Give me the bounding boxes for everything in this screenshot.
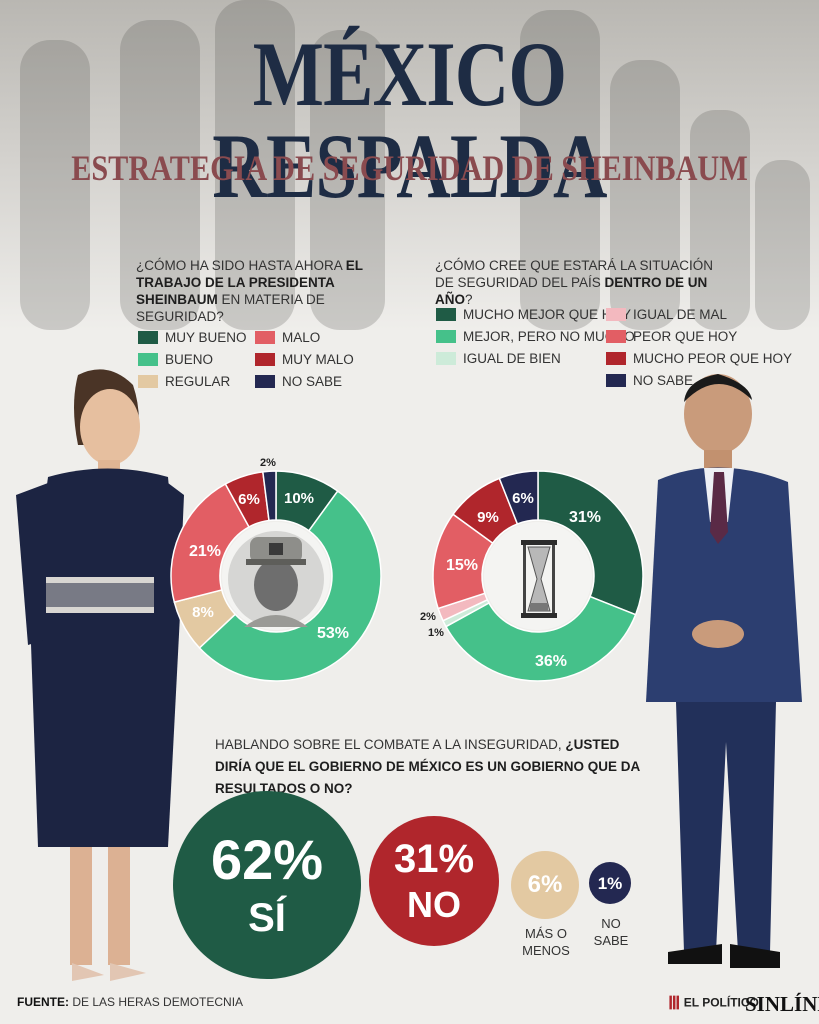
legend-label: PEOR QUE HOY	[633, 329, 738, 344]
donut-label: 1%	[428, 627, 444, 639]
legend-2-item: MUCHO MEJOR QUE HOY	[436, 307, 631, 322]
donut-slice-no-sabe	[498, 470, 539, 525]
bubble-si-value: 62%	[210, 828, 324, 891]
donut-slice-malo	[170, 482, 251, 604]
elpolitico-logo-text: EL POLÍTICO	[683, 995, 759, 1010]
donut-chart-trabajo: 10% 53% 8% 21% 6% 2%	[170, 457, 382, 682]
donut-label: 6%	[512, 490, 534, 507]
legend-2-item: NO SABE	[606, 373, 693, 388]
donut-label: 2%	[260, 457, 276, 469]
legend-label: IGUAL DE BIEN	[463, 351, 561, 366]
legend-swatch	[255, 375, 275, 388]
legend-label: MUCHO MEJOR QUE HOY	[463, 307, 632, 322]
bubble-no: 31% NO	[369, 816, 499, 946]
legend-swatch	[436, 330, 456, 343]
question-2-post: ?	[465, 292, 473, 307]
legend-swatch	[255, 353, 275, 366]
bubble-no-sabe-value: 1%	[597, 873, 623, 893]
legend-swatch	[606, 352, 626, 365]
legend-1-item: BUENO	[138, 352, 213, 367]
bubble-no-sabe-label: NO SABE	[593, 916, 629, 948]
legend-swatch	[138, 331, 158, 344]
question-1-post: EN MATERIA DE SEGURIDAD?	[136, 292, 325, 324]
legend-label: MUY MALO	[282, 352, 354, 367]
legend-2-item: MEJOR, PERO NO MUCHO	[436, 329, 635, 344]
question-2-pre: ¿CÓMO CREE QUE ESTARÁ LA SITUACIÓN DE SE…	[435, 258, 714, 290]
header-background	[0, 0, 819, 330]
legend-label: MUY BUENO	[165, 330, 247, 345]
soldier-photo	[228, 531, 324, 627]
question-1-pre: ¿CÓMO HA SIDO HASTA AHORA	[136, 258, 346, 273]
legend-swatch	[606, 330, 626, 343]
legend-1-item: REGULAR	[138, 374, 230, 389]
donut-slice-mucho-mejor-que-hoy	[537, 470, 644, 616]
legend-2-item: IGUAL DE MAL	[606, 307, 727, 322]
elpolitico-logo: Ⅲ EL POLÍTICO	[668, 993, 759, 1013]
donut-slice-no-sabe	[262, 470, 277, 522]
source-note: FUENTE: DE LAS HERAS DEMOTECNIA	[17, 995, 243, 1009]
legend-swatch	[138, 353, 158, 366]
legend-label: BUENO	[165, 352, 214, 367]
legend-swatch	[255, 331, 275, 344]
legend-2-item: PEOR QUE HOY	[606, 329, 737, 344]
bubble-si: 62% SÍ	[173, 791, 361, 979]
page-subtitle: ESTRATEGIA DE SEGURIDAD DE SHEINBAUM	[71, 148, 748, 188]
source-label: FUENTE:	[17, 995, 69, 1009]
donut-label: 36%	[535, 653, 567, 670]
bubble-no-sabe: 1%	[589, 862, 631, 904]
donut-label: 8%	[192, 604, 214, 621]
page-title: MÉXICO RESPALDA	[212, 23, 607, 217]
legend-swatch	[436, 308, 456, 321]
legend-label: MEJOR, PERO NO MUCHO	[463, 329, 635, 344]
legend-1-item: MUY BUENO	[138, 330, 247, 345]
donut-chart-situacion: 31% 36% 1% 2% 15% 9% 6%	[420, 470, 644, 682]
question-3: HABLANDO SOBRE EL COMBATE A LA INSEGURID…	[215, 734, 645, 800]
donut-label: 15%	[446, 557, 478, 574]
donut-label: 6%	[238, 491, 260, 508]
legend-label: NO SABE	[633, 373, 694, 388]
donut-label: 2%	[420, 611, 436, 623]
legend-swatch	[606, 308, 626, 321]
legend-1-item: NO SABE	[255, 374, 342, 389]
donut-label: 21%	[189, 543, 221, 560]
bubble-mas-o-menos-label: MÁS O MENOS	[522, 926, 570, 958]
bubble-mas-o-menos: 6%	[511, 851, 579, 919]
question-1-bold: EL TRABAJO DE LA PRESIDENTA SHEINBAUM	[136, 258, 363, 307]
donut-slice-mejor-pero-no-mucho	[444, 595, 637, 682]
soldiers-background-image	[20, 0, 810, 330]
legend-label: MUCHO PEOR QUE HOY	[633, 351, 793, 366]
legend-label: NO SABE	[282, 374, 343, 389]
donut-label: 31%	[569, 509, 601, 526]
source-text: DE LAS HERAS DEMOTECNIA	[69, 995, 244, 1009]
legend-swatch	[436, 352, 456, 365]
question-2: ¿CÓMO CREE QUE ESTARÁ LA SITUACIÓN DE SE…	[435, 257, 725, 308]
legend-swatch	[138, 375, 158, 388]
question-2-bold: DENTRO DE UN AÑO	[435, 275, 708, 307]
question-1: ¿CÓMO HA SIDO HASTA AHORA EL TRABAJO DE …	[136, 257, 406, 325]
legend-swatch	[606, 374, 626, 387]
donut-label: 9%	[477, 509, 499, 526]
hourglass-icon	[521, 540, 557, 618]
donut-slice-bueno	[198, 490, 382, 682]
sinlinea-logo: SINLÍNEA	[745, 992, 819, 1016]
legend-label: MALO	[282, 330, 321, 345]
legend-2-item: IGUAL DE BIEN	[436, 351, 561, 366]
question-3-pre: HABLANDO SOBRE EL COMBATE A LA INSEGURID…	[215, 737, 566, 752]
legend-1-item: MALO	[255, 330, 320, 345]
bubble-si-label: SÍ	[248, 896, 286, 940]
legend-label: IGUAL DE MAL	[633, 307, 728, 322]
donut-label: 10%	[284, 490, 314, 507]
legend-2-item: MUCHO PEOR QUE HOY	[606, 351, 792, 366]
harfuch-photo	[646, 374, 802, 968]
bubble-no-label: NO	[407, 884, 461, 925]
donut-label: 53%	[317, 625, 349, 642]
bubble-no-value: 31%	[393, 837, 475, 881]
legend-1-item: MUY MALO	[255, 352, 354, 367]
bubble-mas-o-menos-value: 6%	[527, 871, 563, 898]
legend-label: REGULAR	[165, 374, 231, 389]
